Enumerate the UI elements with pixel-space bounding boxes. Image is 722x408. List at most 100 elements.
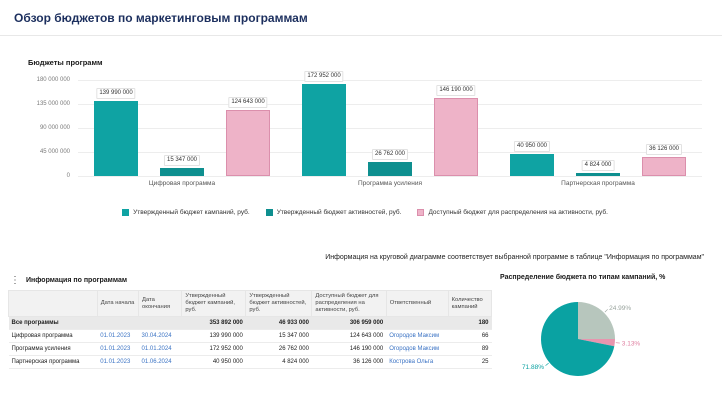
table-row[interactable]: Партнерская программа 01.01.2023 01.06.202… [8, 355, 492, 369]
bar-series-2[interactable]: 4 824 000 [576, 160, 620, 176]
column-header: Количество кампаний [447, 290, 493, 317]
table-row[interactable]: Все программы 353 892 000 46 933 000 306 95… [8, 316, 492, 330]
legend-label: Доступный бюджет для распределения на ак… [428, 209, 608, 216]
y-axis-tick-label: 45 000 000 [39, 149, 70, 155]
bar-groups: 139 990 000 15 347 000 124 643 000 172 952 … [78, 70, 702, 176]
table-cell [97, 316, 139, 330]
table-cell: 89 [448, 342, 492, 356]
table-link-cell[interactable]: Кострова Ольга [386, 355, 449, 369]
table-cell: 139 990 000 [181, 329, 246, 343]
legend-swatch-icon [265, 209, 273, 216]
table-cell: 40 950 000 [181, 355, 246, 369]
pie-label-line [604, 309, 608, 313]
bar-legend: Утвержденный бюджет кампаний, руб. Утверж… [28, 209, 702, 216]
table-cell [138, 316, 182, 330]
programs-table-header-row: Дата начала Дата окончания Утвержденный бю… [8, 290, 493, 317]
legend-item[interactable]: Утвержденный бюджет кампаний, руб. [122, 209, 250, 216]
dashboard-header: Обзор бюджетов по маркетинговым программ… [0, 0, 722, 36]
table-cell: 15 347 000 [245, 329, 312, 343]
bar-group: 139 990 000 15 347 000 124 643 000 [78, 80, 286, 176]
bar-series-3[interactable]: 124 643 000 [226, 96, 270, 176]
bar-value-label: 172 952 000 [304, 70, 344, 82]
legend-item[interactable]: Доступный бюджет для распределения на ак… [417, 209, 608, 216]
bar-value-label: 146 190 000 [436, 85, 476, 97]
y-axis-tick-label: 0 [66, 173, 70, 179]
legend-label: Утвержденный бюджет кампаний, руб. [133, 209, 250, 216]
table-cell: Партнерская программа [8, 355, 98, 369]
programs-table-title: Информация по программам [26, 277, 128, 284]
table-cell: 306 959 000 [311, 316, 387, 330]
table-cell: 180 [448, 316, 492, 330]
table-link-cell[interactable]: Огородов Максим [386, 329, 449, 343]
table-row[interactable]: Цифровая программа 01.01.2023 30.04.2024 13… [8, 329, 492, 343]
bar-group: 172 952 000 26 762 000 146 190 000 [286, 70, 494, 176]
pie-svg: 24.99% 3.13% 71.88% [522, 302, 640, 376]
legend-swatch-icon [417, 209, 425, 216]
pie-slice[interactable] [540, 302, 615, 376]
bar-series-1[interactable]: 172 952 000 [302, 70, 346, 176]
table-cell: 46 933 000 [245, 316, 312, 330]
table-row[interactable]: Программа усиления 01.01.2023 01.01.2024 17… [8, 342, 492, 356]
pie-link-note: Информация на круговой диаграмме соответ… [325, 254, 704, 261]
y-axis-tick-label: 135 000 000 [36, 101, 70, 107]
x-axis-category-label: Цифровая программа [148, 180, 216, 187]
x-axis-category-label: Партнерская программа [561, 180, 635, 187]
bar-chart: 180 000 000 135 000 000 90 000 000 45 000 0… [28, 70, 702, 179]
gridline [78, 128, 702, 129]
table-link-cell[interactable]: 01.01.2023 [97, 342, 139, 356]
table-cell: Цифровая программа [8, 329, 98, 343]
bar-value-label: 36 126 000 [645, 143, 683, 155]
bar-y-axis: 180 000 000 135 000 000 90 000 000 45 000 0… [28, 77, 78, 179]
table-cell: 124 643 000 [311, 329, 387, 343]
column-header [8, 290, 98, 317]
table-link-cell[interactable]: 01.01.2023 [97, 329, 139, 343]
column-header: Ответственный [385, 290, 449, 317]
gridline [78, 104, 702, 105]
bar-plot: 139 990 000 15 347 000 124 643 000 172 952 … [78, 70, 702, 177]
pie-slice[interactable] [578, 302, 615, 339]
legend-swatch-icon [122, 209, 130, 216]
bar-series-1[interactable]: 40 950 000 [510, 141, 554, 176]
table-cell: Все программы [8, 316, 98, 330]
budgets-bar-chart-card: Бюджеты программ 180 000 000 135 000 000 9… [28, 58, 702, 216]
table-cell: 26 762 000 [245, 342, 312, 356]
table-cell: 172 952 000 [181, 342, 246, 356]
page-title: Обзор бюджетов по маркетинговым программ… [14, 10, 308, 25]
table-link-cell[interactable]: 01.01.2023 [97, 355, 139, 369]
column-header: Доступный бюджет для распределения на ак… [311, 290, 387, 317]
bar-series-1[interactable]: 139 990 000 [94, 88, 138, 176]
bar-series-3[interactable]: 146 190 000 [434, 85, 478, 176]
programs-table-card: ⋮ Информация по программам Дата начала Да… [8, 274, 493, 369]
x-axis-category-label: Программа усиления [357, 180, 423, 187]
bar-value-label: 26 762 000 [371, 148, 409, 160]
pie-slice[interactable] [578, 338, 615, 347]
legend-label: Утвержденный бюджет активностей, руб. [276, 209, 402, 216]
table-link-cell[interactable]: 30.04.2024 [138, 329, 182, 343]
table-cell: 353 892 000 [181, 316, 246, 330]
y-axis-tick-label: 90 000 000 [39, 125, 70, 131]
bar-chart-title: Бюджеты программ [28, 58, 103, 67]
legend-item[interactable]: Утвержденный бюджет активностей, руб. [265, 209, 402, 216]
column-header: Утвержденный бюджет активностей, руб. [245, 290, 313, 317]
table-link-cell[interactable]: 01.06.2024 [138, 355, 182, 369]
bar-series-2[interactable]: 26 762 000 [368, 148, 412, 176]
table-link-cell[interactable]: Огородов Максим [386, 342, 449, 356]
programs-table: Дата начала Дата окончания Утвержденный бю… [8, 290, 493, 369]
gridline [78, 176, 702, 177]
bar-x-labels: Цифровая программа Программа усиления Парт… [78, 180, 702, 187]
table-link-cell[interactable]: 01.01.2024 [138, 342, 182, 356]
pie-chart-title: Распределение бюджета по типам кампаний,… [500, 274, 666, 281]
table-cell [386, 316, 449, 330]
table-cell: 66 [448, 329, 492, 343]
column-header: Дата окончания [138, 290, 183, 317]
programs-table-header: ⋮ Информация по программам [8, 274, 492, 290]
bar-value-label: 124 643 000 [228, 96, 268, 108]
pie-chart-card: Распределение бюджета по типам кампаний,… [500, 274, 714, 391]
table-cell: 146 190 000 [311, 342, 387, 356]
bar-series-3[interactable]: 36 126 000 [642, 143, 686, 176]
bar-value-label: 15 347 000 [163, 154, 201, 166]
bar-series-2[interactable]: 15 347 000 [160, 154, 204, 176]
kebab-menu-icon[interactable]: ⋮ [10, 275, 20, 286]
column-header: Утвержденный бюджет кампаний, руб. [181, 290, 247, 317]
